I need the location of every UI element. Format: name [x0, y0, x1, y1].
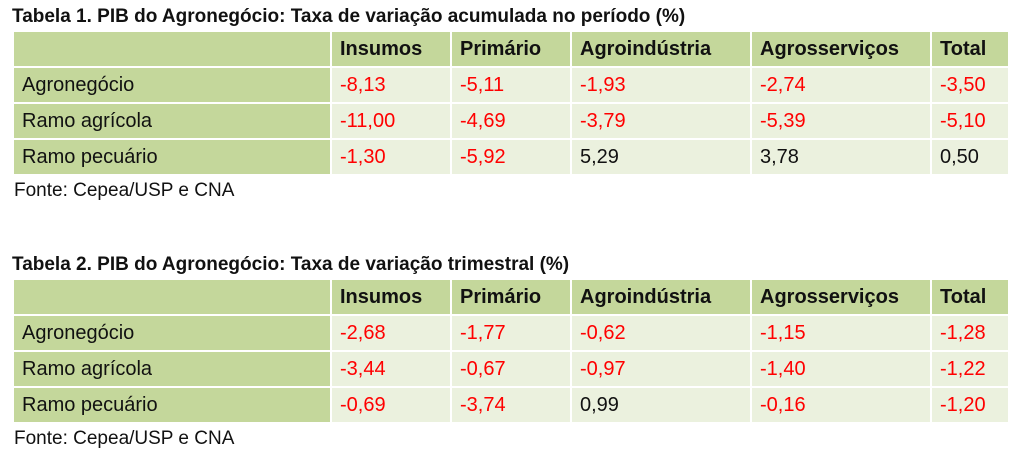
table-title: Tabela 2. PIB do Agronegócio: Taxa de va… — [12, 254, 570, 275]
value-cell: 3,78 — [750, 138, 932, 176]
value-cell: 5,29 — [570, 138, 752, 176]
value-cell: 0,99 — [570, 386, 752, 424]
column-header: Agroindústria — [570, 30, 752, 68]
value-cell: -1,77 — [450, 314, 572, 352]
column-header: Total — [930, 278, 1010, 316]
value-cell: -1,40 — [750, 350, 932, 388]
data-row: Ramo agrícola -3,44 -0,67 -0,97 -1,40 -1,22 — [12, 350, 1010, 388]
value-cell: -1,20 — [930, 386, 1010, 424]
row-label: Ramo pecuário — [12, 386, 332, 424]
column-header: Insumos — [330, 30, 452, 68]
value-cell: -2,74 — [750, 66, 932, 104]
value-cell: -0,69 — [330, 386, 452, 424]
row-label: Ramo agrícola — [12, 350, 332, 388]
value-cell: -11,00 — [330, 102, 452, 140]
data-row: Agronegócio -2,68 -1,77 -0,62 -1,15 -1,28 — [12, 314, 1010, 352]
column-header: Insumos — [330, 278, 452, 316]
table-block: Tabela 2. PIB do Agronegócio: Taxa de va… — [12, 252, 1010, 454]
value-cell: -2,68 — [330, 314, 452, 352]
data-row: Ramo pecuário -0,69 -3,74 0,99 -0,16 -1,20 — [12, 386, 1010, 424]
value-cell: -5,39 — [750, 102, 932, 140]
data-row: Ramo agrícola -11,00 -4,69 -3,79 -5,39 -5,10 — [12, 102, 1010, 140]
header-row: Insumos Primário Agroindústria Agrosserviço… — [12, 278, 1010, 316]
value-cell: -1,30 — [330, 138, 452, 176]
value-cell: -8,13 — [330, 66, 452, 104]
column-header: Primário — [450, 30, 572, 68]
data-table: Insumos Primário Agroindústria Agrosserviço… — [12, 30, 1010, 176]
column-header: Total — [930, 30, 1010, 68]
column-header: Agroindústria — [570, 278, 752, 316]
value-cell: -1,28 — [930, 314, 1010, 352]
column-header: Agrosserviços — [750, 278, 932, 316]
header-cell — [12, 278, 332, 316]
value-cell: -5,11 — [450, 66, 572, 104]
header-cell — [12, 30, 332, 68]
value-cell: -0,97 — [570, 350, 752, 388]
value-cell: 0,50 — [930, 138, 1010, 176]
value-cell: -5,10 — [930, 102, 1010, 140]
value-cell: -3,44 — [330, 350, 452, 388]
row-label: Agronegócio — [12, 314, 332, 352]
value-cell: -3,50 — [930, 66, 1010, 104]
value-cell: -1,22 — [930, 350, 1010, 388]
value-cell: -3,79 — [570, 102, 752, 140]
data-table: Insumos Primário Agroindústria Agrosserviço… — [12, 278, 1010, 424]
value-cell: -3,74 — [450, 386, 572, 424]
row-label: Ramo pecuário — [12, 138, 332, 176]
row-label: Agronegócio — [12, 66, 332, 104]
value-cell: -1,93 — [570, 66, 752, 104]
value-cell: -0,67 — [450, 350, 572, 388]
value-cell: -5,92 — [450, 138, 572, 176]
table-block: Tabela 1. PIB do Agronegócio: Taxa de va… — [12, 4, 1010, 206]
column-header: Primário — [450, 278, 572, 316]
row-label: Ramo agrícola — [12, 102, 332, 140]
column-header: Agrosserviços — [750, 30, 932, 68]
source-note: Fonte: Cepea/USP e CNA — [14, 428, 235, 449]
data-row: Ramo pecuário -1,30 -5,92 5,29 3,78 0,50 — [12, 138, 1010, 176]
value-cell: -1,15 — [750, 314, 932, 352]
value-cell: -4,69 — [450, 102, 572, 140]
source-note: Fonte: Cepea/USP e CNA — [14, 180, 235, 201]
header-row: Insumos Primário Agroindústria Agrosserviço… — [12, 30, 1010, 68]
value-cell: -0,62 — [570, 314, 752, 352]
value-cell: -0,16 — [750, 386, 932, 424]
table-title: Tabela 1. PIB do Agronegócio: Taxa de va… — [12, 6, 686, 27]
data-row: Agronegócio -8,13 -5,11 -1,93 -2,74 -3,50 — [12, 66, 1010, 104]
